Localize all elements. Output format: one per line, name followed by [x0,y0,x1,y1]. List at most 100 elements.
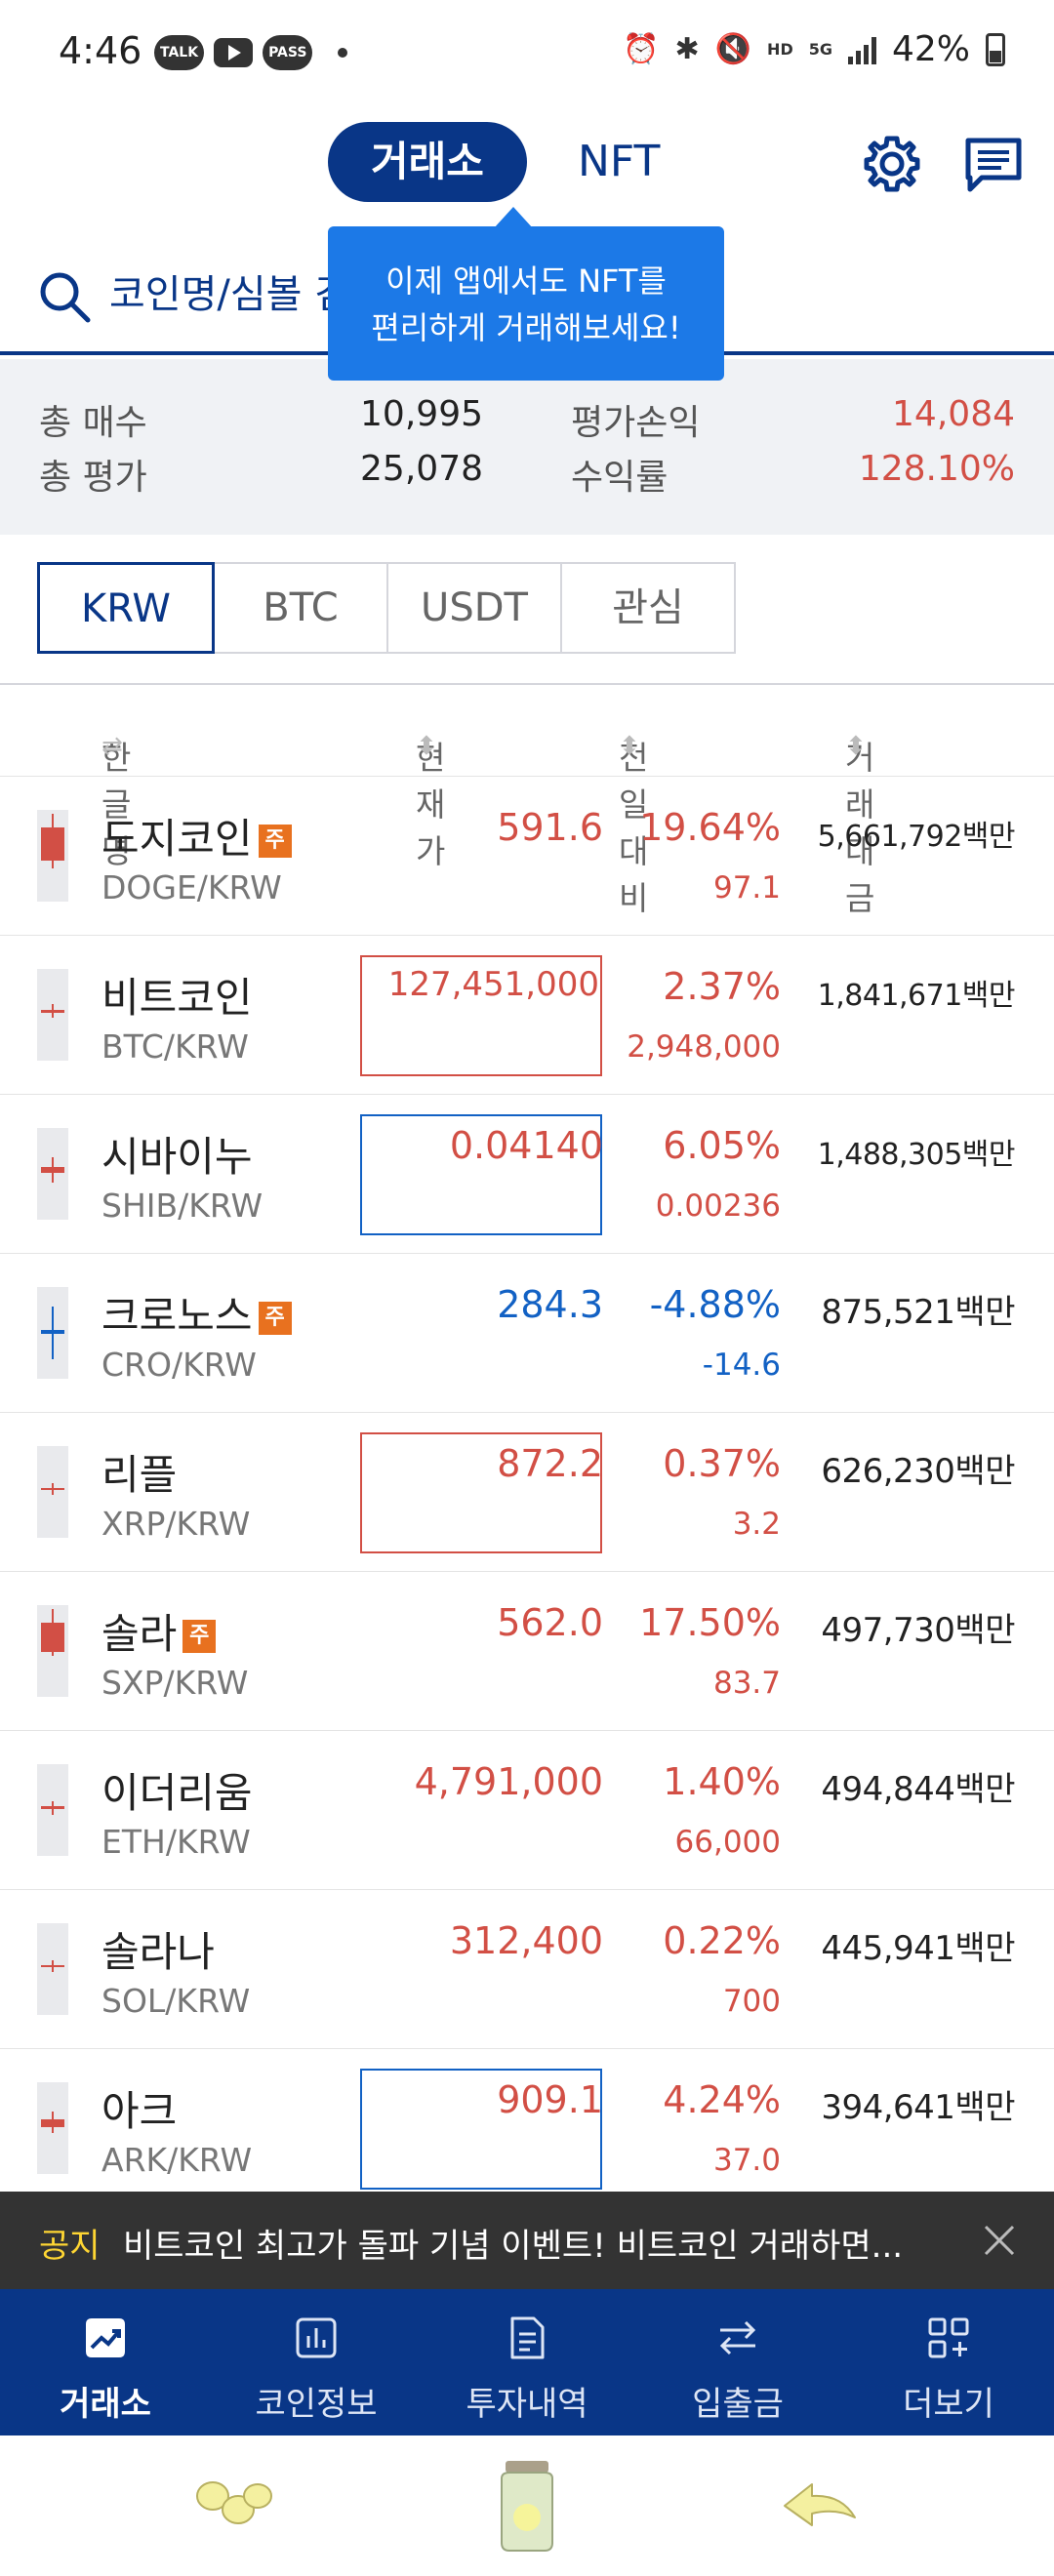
chat-icon[interactable] [962,133,1025,195]
tab-btc[interactable]: BTC [213,562,388,654]
pnl-label: 평가손익 [571,403,701,443]
system-nav-bar [0,2435,1054,2576]
more-notifications-icon [338,48,348,58]
coin-row[interactable]: 시바이누 SHIB/KRW 0.04140 6.05% 0.00236 1,48… [0,1095,1054,1254]
home-jar-icon[interactable] [492,2457,562,2555]
tooltip-line-1: 이제 앱에서도 NFT를 [385,262,667,300]
coin-symbol: SOL/KRW [101,1982,251,2020]
coin-change-amount: 0.00236 [655,1188,781,1224]
coin-row[interactable]: 크로노스 주 CRO/KRW 284.3 -4.88% -14.6 875,521… [0,1254,1054,1413]
coin-row[interactable]: 비트코인 BTC/KRW 127,451,000 2.37% 2,948,000… [0,936,1054,1095]
pass-icon: PASS [263,35,313,70]
coin-price: 562.0 [497,1601,603,1644]
candle-icon [37,810,68,902]
tab-nft[interactable]: NFT [578,137,661,186]
coin-row[interactable]: 솔라 주 SXP/KRW 562.0 17.50% 83.7 497,730백만 [0,1572,1054,1731]
candle-icon [37,2082,68,2174]
coin-price: 312,400 [449,1919,603,1962]
back-arrow-icon[interactable] [777,2471,863,2541]
tab-favorites[interactable]: 관심 [560,562,736,654]
status-bar: 4:46 TALK PASS ⏰ ✱ 🔇 HD 5G 42% [0,0,1054,109]
coin-change-amount: -14.6 [702,1348,781,1383]
recent-apps-icon[interactable] [187,2471,281,2541]
coin-change-rate: -4.88% [649,1283,781,1326]
coin-volume: 1,841,671백만 [817,979,1016,1013]
coin-row[interactable]: 솔라나 SOL/KRW 312,400 0.22% 700 445,941백만 [0,1890,1054,2049]
coin-change-rate: 4.24% [663,2078,781,2121]
tab-usdt[interactable]: USDT [386,562,562,654]
notice-text[interactable]: 비트코인 최고가 돌파 기념 이벤트! 비트코인 거래하면... [123,2227,904,2266]
nav-coin-info[interactable]: 코인정보 [211,2289,422,2435]
coin-row[interactable]: 아크 ARK/KRW 909.1 4.24% 37.0 394,641백만 [0,2049,1054,2208]
coin-price: 591.6 [497,806,603,849]
sort-icon: ⬍ [619,732,640,761]
talk-icon: TALK [154,35,205,70]
coin-symbol: SXP/KRW [101,1664,249,1702]
coin-change-amount: 2,948,000 [627,1029,781,1065]
notice-banner[interactable]: 공지 비트코인 최고가 돌파 기념 이벤트! 비트코인 거래하면... [0,2192,1054,2289]
coin-change-rate: 0.37% [663,1442,781,1485]
grid-plus-icon [928,2317,969,2358]
coin-change-amount: 83.7 [712,1666,781,1701]
coin-symbol: XRP/KRW [101,1505,251,1543]
hd-voice-icon: HD [767,39,793,59]
gear-icon[interactable] [861,133,923,195]
notice-tag: 공지 [39,2227,101,2266]
mute-icon: 🔇 [714,32,752,66]
nav-investments[interactable]: 투자내역 [422,2289,632,2435]
coin-name: 아크 [101,2087,178,2135]
coin-volume: 445,941백만 [821,1929,1015,1968]
coin-symbol: ARK/KRW [101,2141,253,2179]
coin-change-amount: 700 [722,1984,781,2019]
caution-badge: 주 [182,1620,217,1653]
coin-name: 이더리움 [101,1769,253,1817]
rate-label: 수익률 [571,458,669,498]
coin-price: 909.1 [497,2078,603,2121]
nav-exchange[interactable]: 거래소 [0,2289,211,2435]
sort-icon: ⬍ [416,732,437,761]
total-eval-value: 25,078 [360,449,483,489]
tab-krw[interactable]: KRW [37,562,215,654]
nft-tooltip[interactable]: 이제 앱에서도 NFT를 편리하게 거래해보세요! [328,207,724,381]
market-tabs: KRW BTC USDT 관심 [37,562,736,654]
close-icon[interactable] [980,2221,1019,2260]
document-icon [510,2316,545,2359]
search-icon[interactable] [37,269,92,324]
nav-more[interactable]: 더보기 [843,2289,1054,2435]
price-flash-box [360,1432,602,1553]
swap-icon: ⇄ [101,732,123,761]
coin-name: 시바이누 [101,1133,253,1181]
column-header: 한글명 ⇄ 현재가 ⬍ 전일대비 ⬍ 거래대금 ⬍ [0,683,1054,917]
coin-change-amount: 3.2 [732,1507,781,1542]
bluetooth-icon: ✱ [674,32,700,66]
candle-icon [37,1287,68,1379]
coin-name: 비트코인 [101,974,253,1022]
coin-name: 솔라 주 [101,1601,217,1661]
system-icons: ⏰ ✱ 🔇 HD 5G 42% [623,29,1005,69]
coin-volume: 1,488,305백만 [817,1138,1016,1172]
signal-icon [847,35,876,64]
coin-name: 도지코인 주 [101,806,292,865]
coin-volume: 497,730백만 [821,1611,1015,1650]
coin-change-amount: 97.1 [712,870,781,906]
coin-volume: 5,661,792백만 [817,820,1016,854]
coin-row[interactable]: 도지코인 주 DOGE/KRW 591.6 19.64% 97.1 5,661,7… [0,777,1054,936]
coin-row[interactable]: 이더리움 ETH/KRW 4,791,000 1.40% 66,000 494,… [0,1731,1054,1890]
coin-change-rate: 17.50% [639,1601,781,1644]
candle-icon [37,1764,68,1856]
total-buy-label: 총 매수 [39,403,147,443]
candle-icon [37,1128,68,1220]
tab-exchange[interactable]: 거래소 [328,122,527,202]
coin-volume: 494,844백만 [821,1770,1015,1809]
coin-row[interactable]: 리플 XRP/KRW 872.2 0.37% 3.2 626,230백만 [0,1413,1054,1572]
coin-list: 도지코인 주 DOGE/KRW 591.6 19.64% 97.1 5,661,7… [0,777,1054,2208]
nav-deposit-withdraw[interactable]: 입출금 [632,2289,843,2435]
coin-name: 크로노스 주 [101,1283,292,1343]
network-5g-icon: 5G [808,39,832,59]
sort-icon: ⬍ [845,732,867,761]
transfer-arrows-icon [719,2320,756,2355]
coin-symbol: DOGE/KRW [101,868,282,906]
coin-price: 284.3 [497,1283,603,1326]
caution-badge: 주 [258,1302,292,1335]
coin-price: 872.2 [497,1442,603,1485]
